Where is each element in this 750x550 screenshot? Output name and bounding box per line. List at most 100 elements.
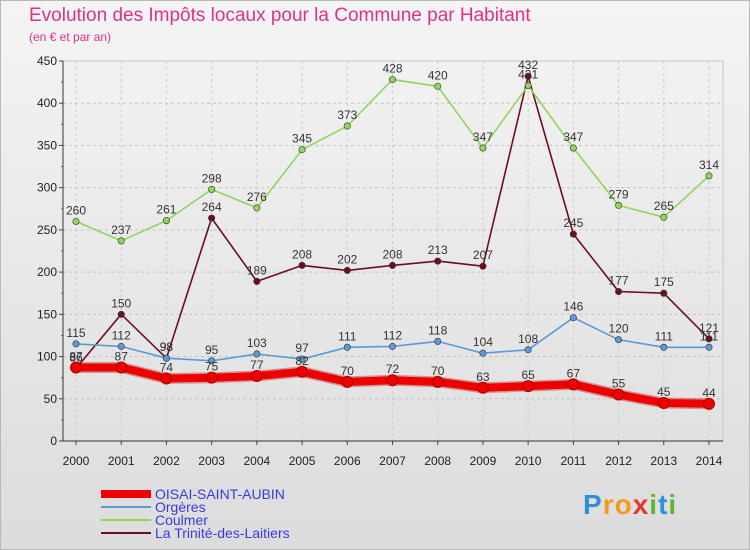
data-point	[431, 375, 444, 388]
data-label: 55	[612, 377, 626, 391]
data-point	[160, 372, 173, 385]
data-point	[479, 262, 487, 270]
x-tick-label: 2005	[289, 454, 316, 468]
y-tick-label: 350	[37, 138, 57, 152]
x-tick-label: 2013	[650, 454, 677, 468]
x-tick-label: 2003	[198, 454, 225, 468]
data-point	[117, 237, 125, 245]
data-label: 175	[654, 275, 674, 289]
data-label: 347	[473, 130, 493, 144]
data-point	[70, 361, 82, 374]
data-label: 260	[66, 203, 86, 217]
data-point	[612, 388, 625, 401]
data-label: 208	[292, 247, 312, 261]
data-label: 104	[473, 335, 493, 349]
data-label: 63	[476, 370, 490, 384]
data-point	[479, 349, 487, 357]
data-label: 314	[699, 158, 719, 172]
data-label: 112	[112, 328, 131, 342]
y-tick-label: 250	[37, 223, 57, 237]
x-tick-label: 2004	[244, 454, 271, 468]
data-label: 98	[160, 340, 174, 354]
y-tick-label: 150	[37, 307, 57, 321]
data-label: 65	[521, 368, 535, 382]
data-label: 428	[382, 62, 402, 76]
data-point	[115, 361, 128, 374]
data-label: 345	[292, 132, 312, 146]
data-label: 213	[428, 243, 448, 257]
data-label: 208	[382, 247, 402, 261]
data-label: 111	[338, 329, 357, 343]
data-label: 146	[563, 300, 583, 314]
x-tick-label: 2002	[153, 454, 180, 468]
data-point	[705, 343, 713, 351]
data-point	[660, 289, 668, 297]
data-label: 115	[66, 326, 85, 340]
data-point	[434, 257, 442, 265]
data-label: 70	[431, 364, 445, 378]
y-tick-label: 450	[37, 54, 57, 68]
data-point	[298, 146, 306, 154]
data-label: 202	[337, 252, 357, 266]
y-tick-label: 300	[37, 181, 57, 195]
data-label: 420	[428, 68, 448, 82]
x-tick-label: 2010	[515, 454, 542, 468]
y-tick-label: 100	[37, 350, 57, 364]
data-label: 108	[518, 332, 538, 346]
data-label: 103	[247, 336, 267, 350]
x-tick-label: 2014	[696, 454, 723, 468]
data-point	[386, 374, 399, 387]
data-point	[660, 343, 668, 351]
x-tick-label: 2008	[424, 454, 451, 468]
x-tick-label: 2012	[605, 454, 632, 468]
data-label: 87	[69, 350, 83, 364]
data-point	[253, 277, 261, 285]
data-point	[208, 185, 216, 193]
data-point	[250, 369, 263, 382]
y-tick-label: 50	[44, 392, 58, 406]
data-label: 44	[702, 386, 716, 400]
data-label: 421	[518, 67, 538, 81]
data-point	[569, 314, 577, 322]
data-point	[615, 336, 623, 344]
data-label: 67	[567, 366, 581, 380]
data-point	[567, 378, 580, 391]
data-label: 112	[383, 328, 402, 342]
x-tick-label: 2009	[470, 454, 497, 468]
data-label: 120	[609, 322, 629, 336]
data-label: 432	[518, 58, 538, 72]
data-label: 237	[111, 223, 131, 237]
data-point	[388, 76, 396, 84]
data-label: 118	[428, 323, 447, 337]
data-label: 276	[247, 190, 267, 204]
data-point	[72, 217, 80, 225]
data-point	[703, 397, 715, 410]
data-point	[205, 371, 218, 384]
data-point	[615, 201, 623, 209]
data-point	[343, 266, 351, 274]
data-label: 95	[205, 343, 219, 357]
logo-text: Proxiti	[583, 489, 678, 520]
data-point	[524, 346, 532, 354]
data-point	[117, 342, 125, 350]
data-point	[388, 342, 396, 350]
data-point	[388, 261, 396, 269]
data-point	[569, 230, 577, 238]
data-label: 177	[609, 274, 629, 288]
data-label: 74	[160, 361, 174, 375]
data-label: 265	[654, 199, 674, 213]
data-point	[615, 288, 623, 296]
data-point	[208, 357, 216, 365]
x-tick-label: 2007	[379, 454, 406, 468]
data-point	[72, 340, 80, 348]
data-point	[117, 310, 125, 318]
data-point	[434, 82, 442, 90]
data-point	[253, 350, 261, 358]
data-point	[341, 375, 354, 388]
data-point	[296, 365, 309, 378]
data-point	[208, 214, 216, 222]
data-point	[162, 217, 170, 225]
data-label: 347	[563, 130, 583, 144]
data-label: 82	[295, 354, 309, 368]
